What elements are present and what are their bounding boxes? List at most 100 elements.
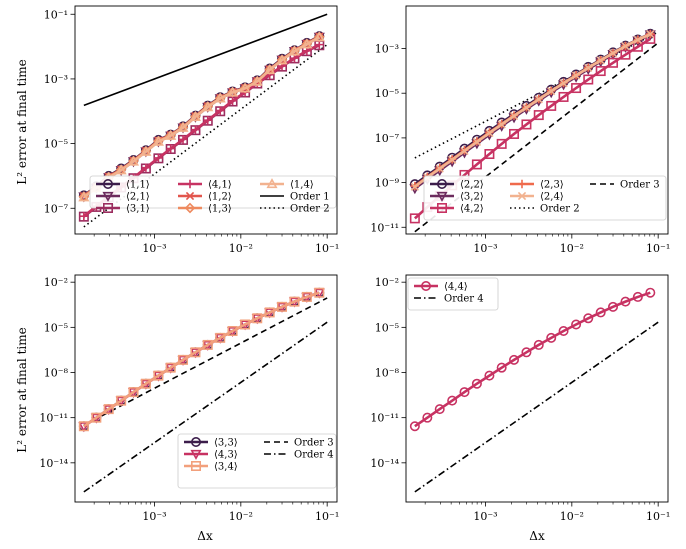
x-tick-label: 10⁻¹ <box>315 242 339 255</box>
y-tick-label: 10⁻⁵ <box>44 138 68 151</box>
legend-label: Order 3 <box>620 180 660 191</box>
data-point <box>595 66 606 77</box>
data-point <box>252 313 263 324</box>
x-axis-label-left: Δx <box>197 529 213 543</box>
data-point <box>227 326 238 337</box>
legend-marker <box>420 280 431 291</box>
chart-panel-2: 10⁻³ 10⁻² 10⁻¹ 10⁻¹¹ 10⁻⁹ 10⁻⁷ 10⁻⁵ 10⁻³ ⟨2,2⟩⟨3… <box>370 5 670 255</box>
data-point <box>202 101 214 112</box>
legend-entry: Order 3 <box>590 180 660 191</box>
legend-label: ⟨1,3⟩ <box>208 204 232 215</box>
data-point <box>422 412 433 423</box>
data-point <box>608 301 619 312</box>
legend-entry: ⟨4,2⟩ <box>430 203 484 215</box>
legend-label: ⟨3,1⟩ <box>126 204 150 215</box>
y-tick-label: 10⁻⁷ <box>44 202 69 215</box>
plot-area <box>78 287 328 493</box>
y-tick-label: 10⁻³ <box>375 43 399 56</box>
series-2-4 <box>410 30 655 191</box>
data-point <box>191 125 200 134</box>
legend-marker <box>436 191 448 202</box>
data-point <box>103 404 114 415</box>
y-tick-label: 10⁻¹¹ <box>370 221 399 234</box>
legend-marker <box>103 179 114 190</box>
legend-marker <box>517 191 527 201</box>
data-point <box>521 119 532 130</box>
series-1-4 <box>78 31 325 202</box>
data-point <box>165 362 176 373</box>
data-point <box>203 115 212 125</box>
data-point <box>409 421 420 432</box>
legend-marker <box>266 178 278 189</box>
legend-marker <box>436 179 447 190</box>
x-tick-label: 10⁻¹ <box>646 242 670 255</box>
y-tick-label: 10⁻⁹ <box>375 177 400 190</box>
data-point <box>509 111 519 121</box>
legend-entry: ⟨1,4⟩ <box>260 178 314 191</box>
y-axis-label-top: L² error at final time <box>15 59 29 184</box>
legend-entry: Order 4 <box>264 450 334 461</box>
legend-entry: Order 4 <box>414 294 484 305</box>
data-point <box>154 153 163 163</box>
data-point <box>547 86 556 96</box>
data-point <box>608 49 618 58</box>
data-point <box>608 57 619 68</box>
legend-label: ⟨1,1⟩ <box>126 180 150 191</box>
data-point <box>484 370 495 381</box>
data-point <box>595 307 606 318</box>
data-point <box>435 164 444 173</box>
series-3-2 <box>409 30 656 195</box>
chart-panel-1: 10⁻³ 10⁻² 10⁻¹ 10⁻⁷ 10⁻⁵ 10⁻³ 10⁻¹ ⟨1,1⟩⟨2,1⟩⟨3… <box>44 5 339 255</box>
y-tick-label: 10⁻⁵ <box>44 321 68 334</box>
legend-label: ⟨4,4⟩ <box>444 282 468 293</box>
data-point <box>459 387 470 398</box>
legend-label: ⟨3,3⟩ <box>214 438 238 449</box>
data-point <box>216 106 225 115</box>
y-tick-label: 10⁻⁵ <box>375 87 399 100</box>
data-point <box>228 96 237 106</box>
x-tick-label: 10⁻³ <box>473 242 497 255</box>
legend-entry: Order 3 <box>264 438 334 449</box>
legend-entry: Order 2 <box>260 204 330 215</box>
chart-panel-3: 10⁻³ 10⁻² 10⁻¹10⁻¹⁴10⁻¹¹10⁻⁸10⁻⁵10⁻²⟨3,3⟩⟨… <box>39 274 339 523</box>
data-point <box>127 155 140 166</box>
y-tick-label: 10⁻⁸ <box>44 367 69 380</box>
data-point <box>584 63 593 73</box>
x-tick-label: 10⁻² <box>229 242 253 255</box>
legend-entry: ⟨3,1⟩ <box>96 203 150 215</box>
legend-label: Order 3 <box>294 438 334 449</box>
legend-marker <box>191 460 202 471</box>
data-point <box>215 332 226 343</box>
data-point <box>633 35 643 44</box>
legend-marker <box>185 179 195 189</box>
data-point <box>152 135 164 146</box>
legend-marker <box>185 191 195 201</box>
x-tick-label: 10⁻¹ <box>646 510 670 523</box>
data-point <box>240 319 251 330</box>
x-tick-label: 10⁻³ <box>142 510 166 523</box>
legend-entry: ⟨4,4⟩ <box>414 280 468 293</box>
legend-label: Order 4 <box>294 450 334 461</box>
y-tick-label: 10⁻³ <box>44 73 68 86</box>
series-4-4 <box>409 287 656 432</box>
x-tick-label: 10⁻² <box>560 242 584 255</box>
series-line <box>414 33 651 190</box>
legend-label: ⟨2,2⟩ <box>460 180 484 191</box>
chart-panel-4: 10⁻³ 10⁻² 10⁻¹ 10⁻¹⁴ 10⁻¹¹ 10⁻⁸ 10⁻⁵ 10⁻² ⟨4,4⟩O… <box>370 274 670 523</box>
data-point <box>313 31 325 42</box>
y-axis-label-bottom: L² error at final time <box>15 327 29 452</box>
data-point <box>116 395 127 406</box>
legend-marker <box>517 179 527 189</box>
data-point <box>571 71 581 80</box>
legend-label: ⟨3,4⟩ <box>214 462 238 473</box>
y-tick-label: 10⁻⁸ <box>375 367 400 380</box>
data-point <box>533 110 544 121</box>
data-point <box>153 370 164 381</box>
data-point <box>78 191 90 202</box>
legend-entry: ⟨3,4⟩ <box>184 460 238 473</box>
data-point <box>534 95 543 104</box>
legend-label: ⟨2,4⟩ <box>540 192 564 203</box>
x-axis-label-right: Δx <box>529 529 545 543</box>
data-point <box>226 86 239 97</box>
